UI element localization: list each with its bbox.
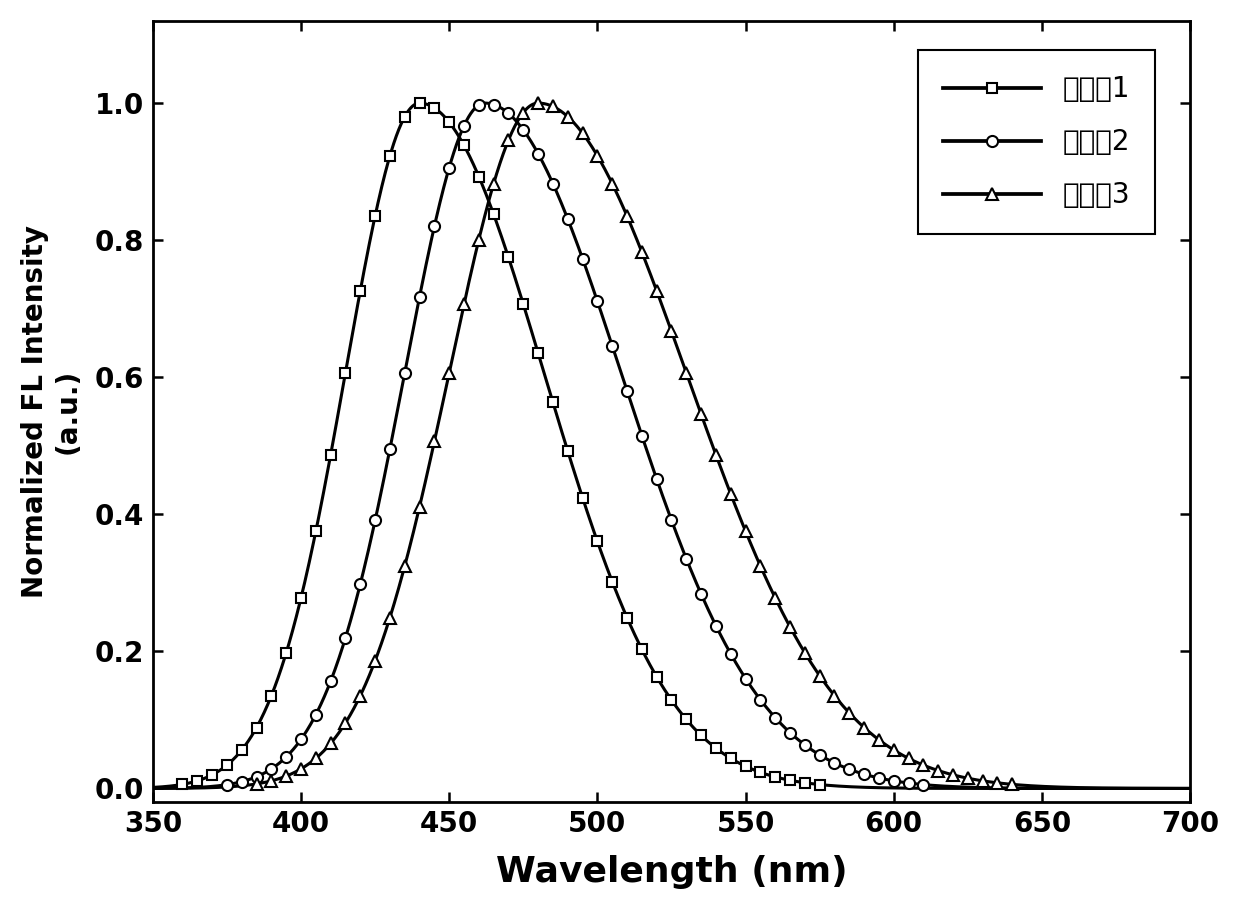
X-axis label: Wavelength (nm): Wavelength (nm) [496,855,847,889]
Legend: 实施入1, 实施入2, 实施入3: 实施入1, 实施入2, 实施入3 [919,50,1156,235]
Y-axis label: Normalized FL Intensity
(a.u.): Normalized FL Intensity (a.u.) [21,225,82,598]
